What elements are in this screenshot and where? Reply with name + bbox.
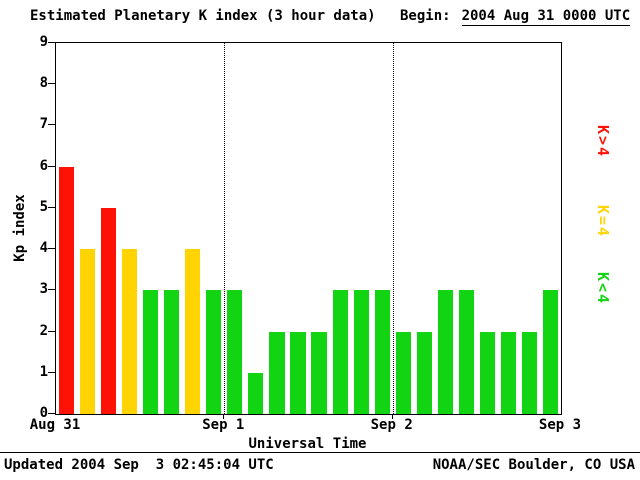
y-tick-label: 7 [39, 116, 48, 133]
y-tick-mark [48, 124, 55, 126]
kp-bar [290, 331, 306, 414]
x-tick-mark [223, 414, 225, 419]
y-tick-label: 1 [39, 363, 48, 380]
y-tick-mark [48, 413, 55, 414]
y-tick-label: 9 [39, 34, 48, 50]
kp-bar [395, 331, 411, 414]
kp-bar [101, 207, 117, 414]
kp-bar [58, 166, 75, 414]
kp-bar [416, 331, 432, 414]
begin-label: Begin: [400, 8, 451, 24]
legend-k-eq-4: K=4 [594, 205, 612, 239]
y-tick-mark [48, 83, 55, 85]
y-tick-label: 4 [39, 240, 48, 257]
kp-bar [542, 290, 559, 414]
plot-area [55, 42, 562, 415]
y-tick-mark [48, 165, 55, 167]
y-tick-label: 2 [39, 322, 48, 339]
day-gridline [224, 43, 226, 414]
chart-title: Estimated Planetary K index (3 hour data… [30, 8, 376, 24]
kp-bar [458, 290, 474, 414]
y-tick-label: 3 [39, 281, 48, 298]
kp-bar [332, 290, 348, 414]
x-tick-label: Sep 2 [370, 417, 413, 433]
begin-value: 2004 Aug 31 0000 UTC [461, 8, 631, 26]
y-tick-mark [48, 248, 55, 250]
x-tick-label: Aug 31 [29, 417, 81, 433]
kp-bar [227, 290, 243, 414]
y-tick-label: 0 [39, 405, 48, 421]
kp-bar [143, 290, 159, 414]
y-tick-mark [48, 42, 55, 43]
source-text: NOAA/SEC Boulder, CO USA [432, 457, 635, 473]
kp-bar [122, 249, 138, 414]
updated-text: Updated 2004 Sep 3 02:45:04 UTC [4, 457, 274, 473]
kp-bar [206, 290, 222, 414]
kp-bar [164, 290, 180, 414]
kp-bar [353, 290, 369, 414]
kp-bar [80, 249, 96, 414]
day-gridline [392, 43, 394, 414]
kp-bar [500, 331, 516, 414]
x-axis-title: Universal Time [248, 436, 367, 452]
kp-bar [248, 372, 264, 414]
footer: Updated 2004 Sep 3 02:45:04 UTC NOAA/SEC… [0, 452, 640, 480]
x-tick-label: Sep 3 [538, 417, 582, 433]
y-tick-mark [48, 206, 55, 208]
y-tick-mark [48, 330, 55, 332]
begin-time: Begin: 2004 Aug 31 0000 UTC [400, 8, 631, 26]
legend-k-gt-4: K>4 [594, 125, 612, 159]
kp-bar [185, 249, 201, 414]
y-tick-label: 6 [39, 157, 48, 174]
kp-bar [311, 331, 327, 414]
kp-bar [479, 331, 495, 414]
y-tick-mark [48, 371, 55, 373]
legend-k-lt-4: K<4 [594, 272, 612, 306]
x-tick-label: Sep 1 [202, 417, 245, 433]
y-tick-label: 8 [39, 75, 48, 92]
kp-bar [374, 290, 390, 414]
y-tick-label: 5 [39, 198, 48, 215]
kp-bar [437, 290, 453, 414]
kp-bar [269, 331, 285, 414]
kp-bar [521, 331, 538, 414]
y-tick-mark [48, 289, 55, 291]
x-tick-mark [391, 414, 393, 419]
